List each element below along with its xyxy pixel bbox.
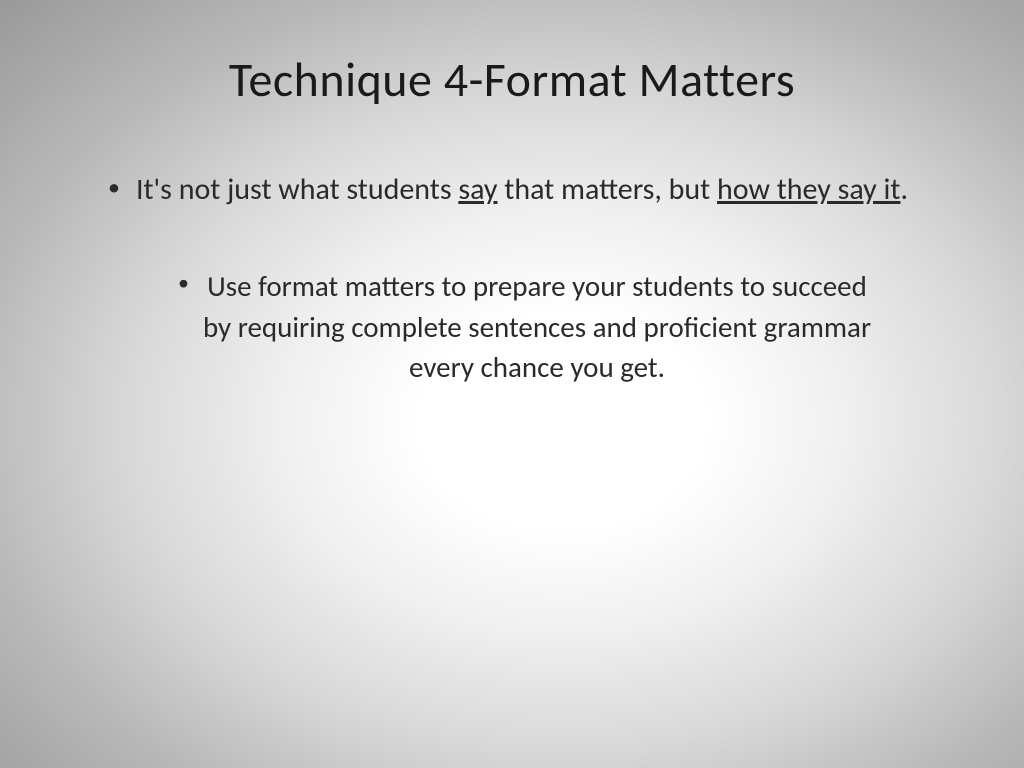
- plain-text: Use format matters to prepare your stude…: [203, 268, 871, 385]
- underlined-text: how they say it: [717, 171, 900, 208]
- bullet-item-level-2: Use format matters to prepare your stude…: [60, 266, 964, 388]
- bullet-list: It's not just what students say that mat…: [60, 169, 964, 388]
- bullet-item-level-1: It's not just what students say that mat…: [60, 169, 964, 211]
- slide-container: Technique 4-Format Matters It's not just…: [0, 0, 1024, 768]
- plain-text: It's not just what students: [136, 171, 458, 208]
- plain-text: that matters, but: [498, 171, 718, 208]
- underlined-text: say: [458, 171, 497, 208]
- slide-title: Technique 4-Format Matters: [60, 50, 964, 109]
- plain-text: .: [900, 171, 908, 208]
